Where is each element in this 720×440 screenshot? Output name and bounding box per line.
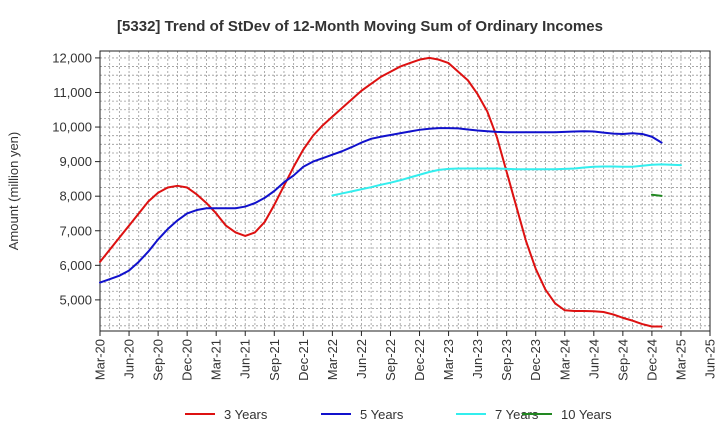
y-tick-label: 9,000 [59, 154, 92, 169]
y-axis: 5,000 6,000 7,000 8,000 9,000 10,000 11,000 12,… [52, 50, 100, 307]
x-tick-label: Jun-20 [122, 339, 137, 379]
x-tick-label: Jun-23 [470, 339, 485, 379]
x-tick-label: Mar-23 [441, 339, 456, 380]
x-tick-label: Mar-24 [557, 339, 572, 380]
x-tick-label: Jun-25 [703, 339, 718, 379]
x-tick-label: Dec-22 [412, 339, 427, 381]
y-tick-label: 8,000 [59, 189, 92, 204]
x-tick-label: Sep-22 [383, 339, 398, 381]
x-tick-label: Mar-22 [325, 339, 340, 380]
y-tick-label: 12,000 [52, 50, 92, 65]
x-tick-label: Mar-25 [673, 339, 688, 380]
legend-label: 10 Years [561, 407, 612, 422]
series-line-5-years [99, 127, 663, 284]
x-tick-label: Dec-21 [296, 339, 311, 381]
y-tick-label: 11,000 [53, 85, 92, 100]
series-line-10-years [650, 193, 663, 197]
x-tick-label: Sep-20 [151, 339, 166, 381]
series-layer [99, 56, 682, 328]
x-tick-label: Dec-24 [644, 339, 659, 381]
x-tick-label: Sep-21 [267, 339, 282, 381]
legend: 3 Years 5 Years 7 Years 10 Years [185, 407, 612, 422]
series-line-7-years [331, 163, 682, 197]
x-tick-label: Mar-21 [209, 339, 224, 380]
y-tick-label: 5,000 [59, 292, 92, 307]
x-axis: Mar-20 Jun-20 Sep-20 Dec-20 Mar-21 Jun-21 Sep-… [93, 331, 718, 381]
x-tick-label: Sep-23 [499, 339, 514, 381]
legend-label: 3 Years [224, 407, 268, 422]
y-tick-label: 10,000 [52, 120, 92, 135]
x-tick-label: Mar-20 [93, 339, 108, 380]
y-tick-label: 7,000 [59, 223, 92, 238]
x-tick-label: Jun-21 [238, 339, 253, 379]
x-tick-label: Dec-20 [180, 339, 195, 381]
y-axis-label: Amount (million yen) [6, 132, 21, 251]
grid-layer [100, 51, 710, 331]
y-tick-label: 6,000 [59, 258, 92, 273]
x-tick-label: Dec-23 [528, 339, 543, 381]
x-tick-label: Jun-24 [586, 339, 601, 379]
chart-title: [5332] Trend of StDev of 12-Month Moving… [117, 18, 603, 35]
x-tick-label: Sep-24 [615, 339, 630, 381]
series-line-3-years [99, 56, 663, 328]
plot-frame [99, 50, 711, 332]
legend-label: 5 Years [360, 407, 404, 422]
legend-label: 7 Years [495, 407, 539, 422]
x-tick-label: Jun-22 [354, 339, 369, 379]
